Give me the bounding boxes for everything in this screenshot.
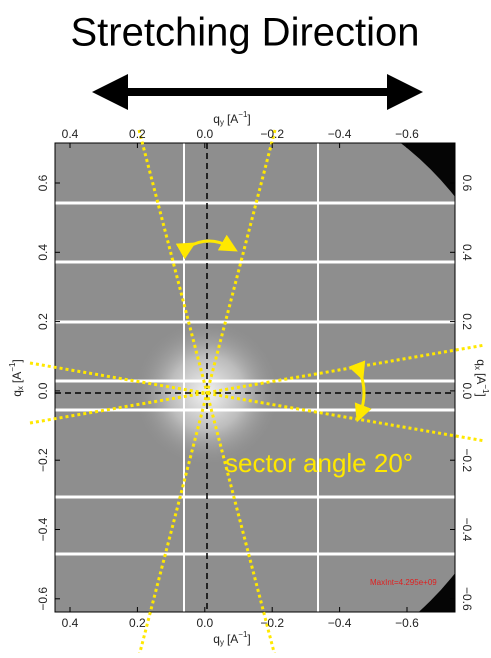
figure: Stretching Direction MaxInt=4.295e+09 se…	[0, 0, 491, 653]
axis-label: qx[A−1]	[8, 359, 25, 397]
y-tick-label: −0.2	[36, 448, 50, 472]
axis-label: qx[A−1]	[473, 359, 490, 397]
label-unit: [A	[474, 373, 488, 384]
label-sub: y	[220, 638, 224, 647]
label-unit: [A	[227, 112, 238, 126]
x-tick-label: 0.2	[129, 127, 146, 141]
label-symbol: q	[10, 390, 24, 397]
y-tick-label: 0.6	[460, 175, 474, 192]
x-tick-label: −0.6	[395, 616, 419, 630]
y-tick-label: −0.2	[460, 448, 474, 472]
y-tick-label: 0.4	[460, 244, 474, 261]
x-tick-label: 0.4	[62, 127, 79, 141]
y-tick-label: −0.6	[36, 587, 50, 611]
y-tick-label: 0.4	[36, 244, 50, 261]
title: Stretching Direction	[70, 11, 419, 55]
max-intensity: MaxInt=4.295e+09	[370, 578, 437, 587]
axis-label: qy[A−1]	[213, 110, 251, 127]
label-symbol: q	[474, 359, 488, 366]
y-tick-label: 0.0	[36, 382, 50, 399]
label-close: ]	[247, 112, 250, 126]
y-tick-label: 0.2	[36, 313, 50, 330]
label-symbol: q	[213, 112, 220, 126]
label-unit: [A	[10, 372, 24, 383]
annotation: sector angle 20°	[225, 448, 413, 478]
x-tick-label: −0.2	[260, 127, 284, 141]
x-tick-label: −0.4	[328, 127, 352, 141]
y-tick-label: 0.6	[36, 174, 50, 191]
label-unit: [A	[227, 632, 238, 646]
label-close: ]	[247, 632, 250, 646]
x-tick-label: −0.6	[395, 127, 419, 141]
x-tick-label: 0.2	[129, 616, 146, 630]
y-tick-label: −0.6	[460, 587, 474, 611]
x-tick-label: −0.2	[260, 616, 284, 630]
label-sub: x	[16, 386, 25, 390]
label-symbol: q	[213, 632, 220, 646]
x-tick-label: 0.0	[196, 616, 213, 630]
x-tick-label: 0.0	[196, 127, 213, 141]
detector-image: MaxInt=4.295e+09	[0, 80, 491, 653]
direction-arrow	[92, 74, 423, 110]
label-close: ]	[474, 393, 488, 396]
y-tick-label: −0.4	[36, 517, 50, 541]
label-sub: x	[473, 366, 482, 370]
y-tick-label: −0.4	[460, 518, 474, 542]
x-tick-label: −0.4	[328, 616, 352, 630]
label-close: ]	[10, 359, 24, 362]
axis-label: qy[A−1]	[213, 630, 251, 647]
y-tick-label: 0.0	[460, 383, 474, 400]
x-tick-label: 0.4	[62, 616, 79, 630]
y-tick-label: 0.2	[460, 313, 474, 330]
label-sub: y	[220, 118, 224, 127]
